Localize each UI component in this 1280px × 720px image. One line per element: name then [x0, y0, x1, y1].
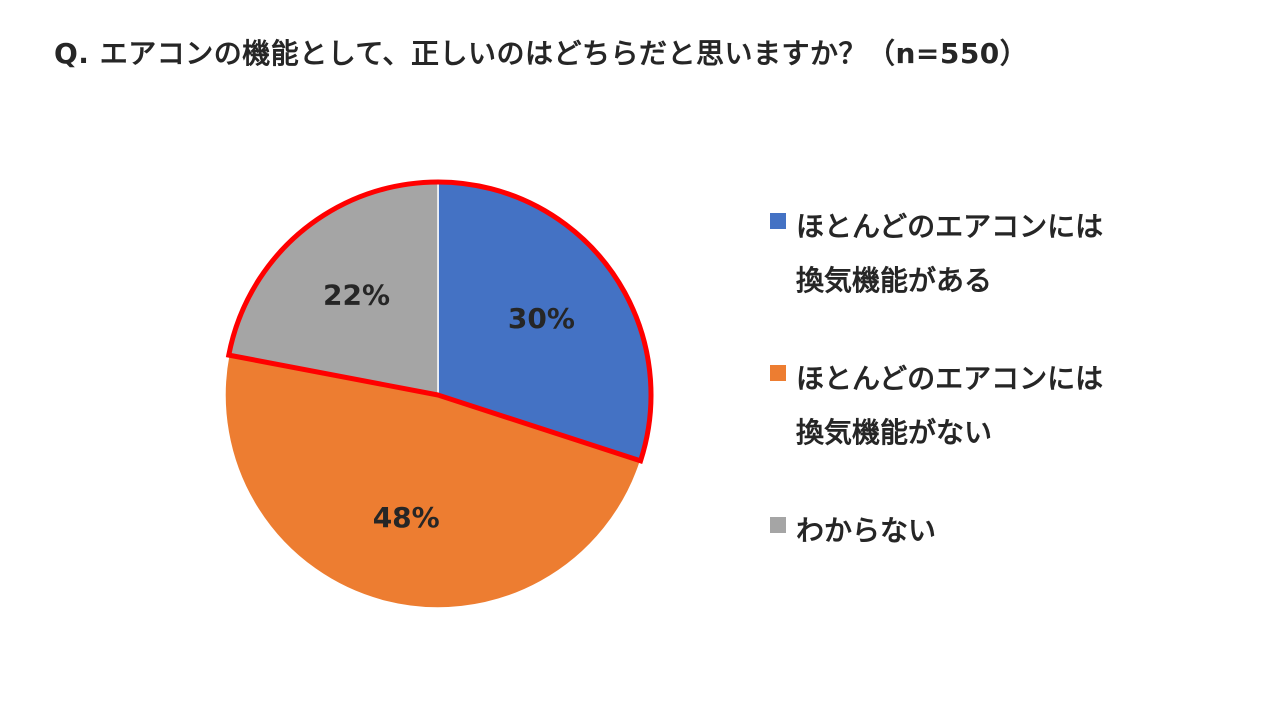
legend-item-yes: ほとんどのエアコンには 換気機能がある: [770, 200, 1103, 308]
slice-data-label: 30%: [508, 302, 575, 335]
legend-item-no: ほとんどのエアコンには 換気機能がない: [770, 352, 1103, 460]
legend-swatch: [770, 365, 786, 381]
legend-swatch: [770, 213, 786, 229]
pie-slice-2: [224, 354, 642, 609]
legend-label: ほとんどのエアコンには 換気機能がある: [796, 210, 1104, 297]
legend-label: ほとんどのエアコンには 換気機能がない: [796, 362, 1104, 449]
highlight-outline: [225, 179, 654, 464]
slice-data-label: 22%: [323, 279, 390, 312]
legend-swatch: [770, 517, 786, 533]
slice-data-label: 48%: [373, 501, 440, 534]
legend-item-unknown: わからない: [770, 504, 936, 558]
legend-label: わからない: [796, 514, 937, 547]
chart-title: Q. エアコンの機能として、正しいのはどちらだと思いますか？（n=550）: [54, 37, 1029, 70]
